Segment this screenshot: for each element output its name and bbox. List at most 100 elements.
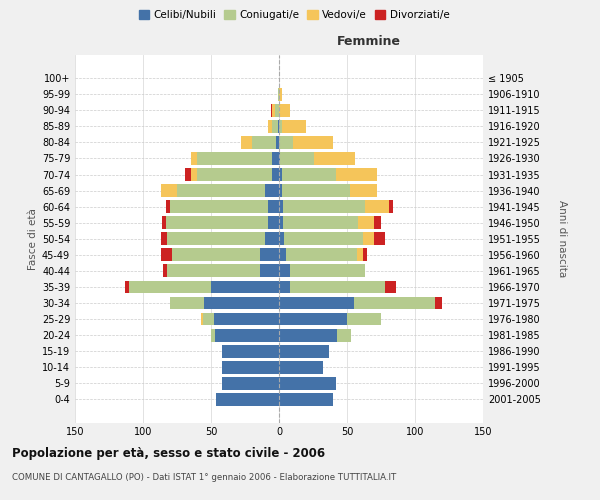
Bar	[279, 264, 290, 278]
Y-axis label: Anni di nascita: Anni di nascita	[557, 200, 568, 278]
Bar	[130, 280, 211, 293]
Bar	[279, 393, 334, 406]
Bar	[271, 104, 272, 117]
Bar	[276, 136, 279, 149]
Bar	[374, 216, 381, 229]
Bar	[215, 328, 279, 342]
Bar	[170, 200, 268, 213]
Bar	[347, 312, 381, 326]
Bar	[272, 120, 278, 132]
Bar	[290, 264, 365, 278]
Bar	[280, 152, 314, 165]
Bar	[177, 184, 265, 197]
Bar	[211, 280, 279, 293]
Bar	[283, 216, 358, 229]
Bar	[279, 248, 286, 261]
Bar	[166, 216, 268, 229]
Bar	[204, 296, 279, 310]
Bar	[272, 168, 279, 181]
Bar	[197, 168, 272, 181]
Bar	[364, 248, 367, 261]
Bar	[278, 120, 279, 132]
Bar	[279, 345, 329, 358]
Bar	[279, 328, 337, 342]
Bar	[364, 232, 374, 245]
Bar	[282, 168, 336, 181]
Bar	[252, 136, 276, 149]
Bar	[272, 152, 279, 165]
Bar	[314, 152, 355, 165]
Bar	[337, 328, 351, 342]
Bar	[161, 232, 167, 245]
Bar	[125, 280, 130, 293]
Bar	[279, 136, 293, 149]
Bar	[279, 377, 336, 390]
Bar	[268, 200, 279, 213]
Bar	[279, 232, 284, 245]
Bar	[241, 136, 252, 149]
Bar	[279, 120, 282, 132]
Bar	[279, 104, 290, 117]
Bar	[260, 264, 279, 278]
Bar	[272, 104, 275, 117]
Bar	[268, 120, 272, 132]
Bar	[275, 104, 279, 117]
Bar	[279, 152, 280, 165]
Bar	[161, 184, 177, 197]
Bar	[279, 168, 282, 181]
Bar	[279, 361, 323, 374]
Bar	[170, 296, 204, 310]
Y-axis label: Fasce di età: Fasce di età	[28, 208, 38, 270]
Bar	[354, 296, 436, 310]
Bar	[163, 264, 167, 278]
Bar	[282, 184, 350, 197]
Bar	[365, 200, 389, 213]
Bar	[385, 280, 396, 293]
Bar	[286, 248, 356, 261]
Bar	[222, 345, 279, 358]
Text: Femmine: Femmine	[337, 34, 401, 48]
Bar	[279, 216, 283, 229]
Bar	[185, 168, 191, 181]
Bar	[284, 232, 364, 245]
Bar	[203, 312, 214, 326]
Bar	[279, 88, 282, 101]
Bar	[222, 361, 279, 374]
Bar	[197, 152, 272, 165]
Bar	[167, 264, 260, 278]
Bar	[282, 120, 306, 132]
Bar	[260, 248, 279, 261]
Bar	[167, 232, 265, 245]
Bar	[374, 232, 385, 245]
Text: COMUNE DI CANTAGALLO (PO) - Dati ISTAT 1° gennaio 2006 - Elaborazione TUTTITALIA: COMUNE DI CANTAGALLO (PO) - Dati ISTAT 1…	[12, 472, 396, 482]
Bar	[265, 184, 279, 197]
Text: Popolazione per età, sesso e stato civile - 2006: Popolazione per età, sesso e stato civil…	[12, 448, 325, 460]
Bar	[161, 248, 172, 261]
Bar	[166, 200, 170, 213]
Bar	[191, 168, 197, 181]
Bar	[214, 312, 279, 326]
Bar	[279, 312, 347, 326]
Bar	[279, 280, 290, 293]
Bar	[162, 216, 166, 229]
Bar	[211, 328, 215, 342]
Bar	[268, 216, 279, 229]
Bar	[358, 216, 374, 229]
Bar	[293, 136, 334, 149]
Bar	[191, 152, 197, 165]
Bar	[279, 184, 282, 197]
Bar	[336, 168, 377, 181]
Bar	[278, 88, 279, 101]
Bar	[172, 248, 260, 261]
Bar	[389, 200, 393, 213]
Bar	[356, 248, 364, 261]
Bar	[222, 377, 279, 390]
Bar	[283, 200, 365, 213]
Bar	[265, 232, 279, 245]
Bar	[279, 296, 354, 310]
Bar	[202, 312, 203, 326]
Bar	[290, 280, 385, 293]
Bar	[279, 200, 283, 213]
Bar	[436, 296, 442, 310]
Legend: Celibi/Nubili, Coniugati/e, Vedovi/e, Divorziati/e: Celibi/Nubili, Coniugati/e, Vedovi/e, Di…	[134, 6, 454, 25]
